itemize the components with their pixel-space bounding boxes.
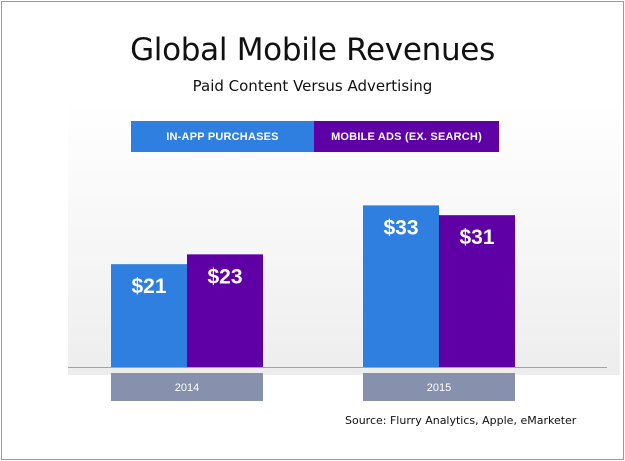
bar-2015-in-app: [363, 205, 439, 367]
x-tick-label: 2015: [427, 382, 451, 394]
source-note: Source: Flurry Analytics, Apple, eMarket…: [345, 414, 577, 427]
chart-subtitle: Paid Content Versus Advertising: [192, 77, 433, 95]
legend-item-in-app-purchases: IN-APP PURCHASES: [131, 121, 314, 152]
chart-title: Global Mobile Revenues: [130, 32, 495, 68]
bar-2015-ads: [439, 215, 515, 367]
bar-2014-ads: [187, 254, 263, 367]
bar-2014-in-app: [111, 264, 187, 367]
data-label: $23: [207, 265, 242, 288]
legend-item-mobile-ads: MOBILE ADS (EX. SEARCH): [314, 121, 499, 152]
data-label: $21: [131, 275, 166, 298]
x-tick-label: 2014: [175, 382, 199, 394]
category-band-2015: [363, 373, 515, 401]
chart-legend: IN-APP PURCHASES MOBILE ADS (EX. SEARCH): [131, 121, 499, 152]
data-label: $31: [459, 226, 494, 249]
data-label: $33: [383, 216, 418, 239]
category-band-2014: [111, 373, 263, 401]
